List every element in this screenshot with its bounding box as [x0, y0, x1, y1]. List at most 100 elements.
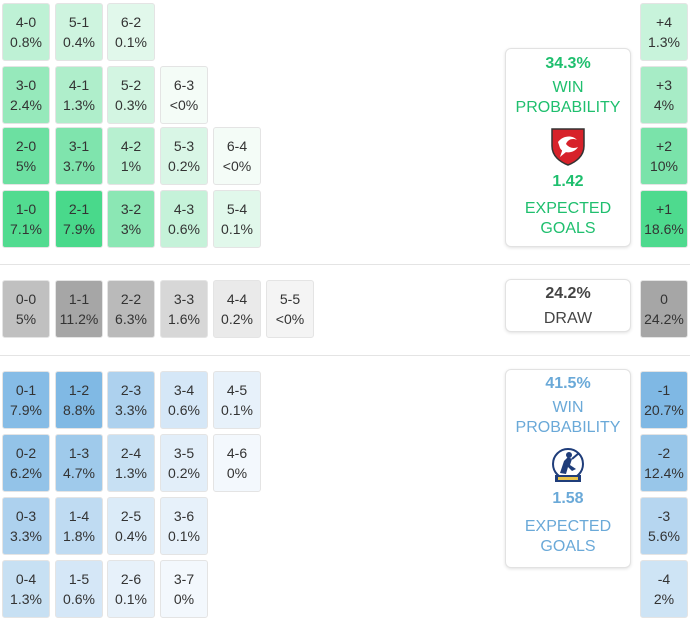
score-label: 0-3 — [15, 508, 37, 524]
score-probability: <0% — [275, 311, 305, 327]
scoreline-cell: 3-2 3% — [107, 190, 155, 248]
score-label: 6-3 — [173, 77, 195, 93]
scoreline-cell: 4-2 1% — [107, 127, 155, 185]
score-probability: 1.6% — [168, 311, 200, 327]
scoreline-cell: 2-3 3.3% — [107, 371, 155, 429]
scoreline-cell: 1-1 11.2% — [55, 280, 103, 338]
score-label: 2-2 — [120, 291, 142, 307]
margin-label: -1 — [657, 382, 671, 398]
score-probability: 3% — [120, 221, 142, 237]
score-label: 5-1 — [68, 14, 90, 30]
score-label: 3-0 — [15, 77, 37, 93]
scoreline-cell: 2-0 5% — [2, 127, 50, 185]
score-probability: 0% — [226, 465, 248, 481]
goal-margin-cell: +1 18.6% — [640, 190, 688, 248]
scoreline-cell: 6-3 <0% — [160, 66, 208, 124]
score-probability: 0.2% — [221, 311, 253, 327]
scoreline-cell: 6-2 0.1% — [107, 3, 155, 61]
scoreline-cell: 2-1 7.9% — [55, 190, 103, 248]
score-label: 1-1 — [68, 291, 90, 307]
score-label: 2-1 — [68, 201, 90, 217]
score-probability: 5% — [15, 311, 37, 327]
margin-label: +2 — [656, 138, 672, 154]
score-label: 4-4 — [226, 291, 248, 307]
scoreline-cell: 5-4 0.1% — [213, 190, 261, 248]
score-label: 4-0 — [15, 14, 37, 30]
score-probability: 7.9% — [63, 221, 95, 237]
score-probability: 4.7% — [63, 465, 95, 481]
scoreline-cell: 0-4 1.3% — [2, 560, 50, 618]
score-probability: 0.4% — [115, 528, 147, 544]
score-label: 0-0 — [15, 291, 37, 307]
scoreline-cell: 2-4 1.3% — [107, 434, 155, 492]
margin-probability: 18.6% — [644, 221, 684, 237]
score-label: 5-3 — [173, 138, 195, 154]
score-label: 3-6 — [173, 508, 195, 524]
score-probability: 7.1% — [10, 221, 42, 237]
goal-margin-cell: +4 1.3% — [640, 3, 688, 61]
score-probability: 1.8% — [63, 528, 95, 544]
score-label: 3-1 — [68, 138, 90, 154]
away-summary-card: 41.5% WIN PROBABILITY 1.58 EXPECTED GOAL… — [505, 369, 631, 568]
away-xg-label-line2: GOALS — [540, 538, 596, 555]
score-label: 3-3 — [173, 291, 195, 307]
scoreline-cell: 1-3 4.7% — [55, 434, 103, 492]
scoreline-cell: 3-6 0.1% — [160, 497, 208, 555]
score-label: 3-4 — [173, 382, 195, 398]
score-probability: 0.1% — [221, 221, 253, 237]
score-label: 4-1 — [68, 77, 90, 93]
margin-label: -2 — [657, 445, 671, 461]
margin-label: +4 — [656, 14, 672, 30]
score-probability: 0.6% — [168, 221, 200, 237]
score-label: 6-4 — [226, 138, 248, 154]
score-label: 0-1 — [15, 382, 37, 398]
score-label: 6-2 — [120, 14, 142, 30]
score-probability: 0.2% — [168, 465, 200, 481]
draw-percentage: 24.2% — [545, 285, 591, 302]
score-probability: 2.4% — [10, 97, 42, 113]
score-probability: 3.3% — [10, 528, 42, 544]
scoreline-cell: 2-2 6.3% — [107, 280, 155, 338]
score-label: 1-5 — [68, 571, 90, 587]
score-label: 0-2 — [15, 445, 37, 461]
scoreline-cell: 1-4 1.8% — [55, 497, 103, 555]
margin-label: 0 — [660, 291, 668, 307]
separator-home-draw — [0, 264, 690, 265]
score-label: 2-5 — [120, 508, 142, 524]
margin-probability: 2% — [653, 591, 675, 607]
score-probability: 0.1% — [221, 402, 253, 418]
scoreline-cell: 5-1 0.4% — [55, 3, 103, 61]
scoreline-cell: 0-1 7.9% — [2, 371, 50, 429]
score-probability: 0.3% — [115, 97, 147, 113]
score-probability: 1.3% — [63, 97, 95, 113]
score-label: 2-0 — [15, 138, 37, 154]
score-probability: 6.2% — [10, 465, 42, 481]
scoreline-cell: 4-6 0% — [213, 434, 261, 492]
score-probability: 0.8% — [10, 34, 42, 50]
scoreline-cell: 4-0 0.8% — [2, 3, 50, 61]
margin-probability: 5.6% — [648, 528, 680, 544]
margin-probability: 10% — [649, 158, 679, 174]
score-probability: 0.6% — [168, 402, 200, 418]
goal-margin-cell: -1 20.7% — [640, 371, 688, 429]
margin-label: -4 — [657, 571, 671, 587]
score-probability: 6.3% — [115, 311, 147, 327]
scoreline-cell: 3-4 0.6% — [160, 371, 208, 429]
score-label: 3-5 — [173, 445, 195, 461]
draw-label: DRAW — [543, 310, 593, 327]
score-label: 0-4 — [15, 571, 37, 587]
score-probability: 5% — [15, 158, 37, 174]
scoreline-cell: 6-4 <0% — [213, 127, 261, 185]
scoreline-cell: 1-5 0.6% — [55, 560, 103, 618]
goal-margin-cell: +3 4% — [640, 66, 688, 124]
scoreline-cell: 5-3 0.2% — [160, 127, 208, 185]
scoreline-cell: 2-5 0.4% — [107, 497, 155, 555]
home-xg-label-line1: EXPECTED — [524, 200, 612, 217]
margin-label: +1 — [656, 201, 672, 217]
margin-label: -3 — [657, 508, 671, 524]
scoreline-cell: 2-6 0.1% — [107, 560, 155, 618]
goal-margin-cell: -4 2% — [640, 560, 688, 618]
score-probability: 7.9% — [10, 402, 42, 418]
home-win-label-line2: PROBABILITY — [515, 99, 621, 116]
score-label: 4-2 — [120, 138, 142, 154]
